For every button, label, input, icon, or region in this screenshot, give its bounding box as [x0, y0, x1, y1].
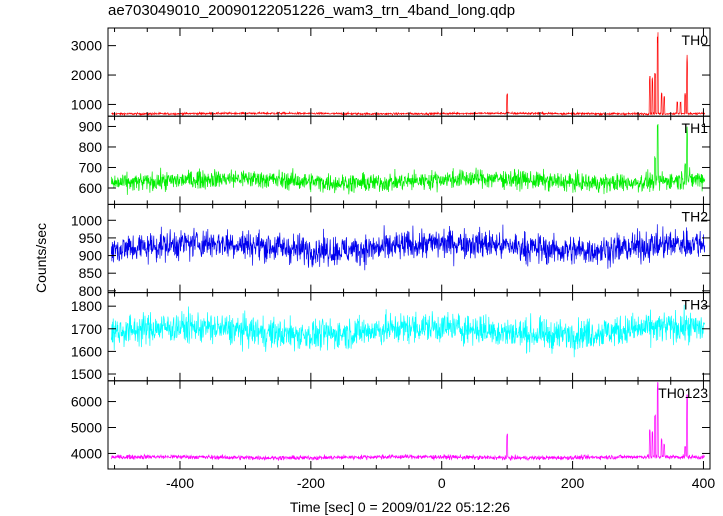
y-tick-label: 850 — [79, 265, 103, 281]
y-tick-label: 1000 — [71, 212, 102, 228]
x-axis-title: Time [sec] 0 = 2009/01/22 05:12:26 — [290, 499, 510, 515]
y-tick-label: 700 — [79, 159, 103, 175]
y-tick-label: 6000 — [71, 394, 102, 410]
y-tick-label: 5000 — [71, 419, 102, 435]
x-tick-label: -200 — [297, 475, 325, 491]
panel-label: TH1 — [682, 120, 709, 136]
y-tick-label: 950 — [79, 230, 103, 246]
y-tick-label: 1000 — [71, 96, 102, 112]
y-tick-label: 800 — [79, 283, 103, 299]
panel-th3: 1500 1600 1700 1800 TH3 — [71, 292, 711, 382]
panel-frame — [107, 27, 711, 117]
panel-th0: 1000 2000 3000 TH0 — [71, 27, 711, 117]
panel-label: TH2 — [682, 208, 709, 224]
panel-th0123: 4000 5000 6000 TH0123 — [71, 380, 711, 470]
y-tick-label: 600 — [79, 180, 103, 196]
chart-title: ae703049010_20090122051226_wam3_trn_4ban… — [108, 2, 516, 19]
y-axis-title: Counts/sec — [33, 223, 49, 293]
x-tick-label: 0 — [438, 475, 446, 491]
panel-th1: 600 700 800 900 TH1 — [79, 115, 711, 205]
y-tick-label: 4000 — [71, 445, 102, 461]
x-tick-label: 200 — [561, 475, 585, 491]
y-tick-label: 1800 — [71, 298, 102, 314]
y-tick-label: 1500 — [71, 366, 102, 382]
panel-frame — [107, 115, 711, 205]
panel-label: TH0123 — [658, 385, 708, 401]
series-line-th0 — [111, 32, 706, 117]
y-tick-label: 1600 — [71, 343, 102, 359]
panel-label: TH3 — [682, 297, 709, 313]
y-tick-label: 900 — [79, 248, 103, 264]
y-tick-label: 3000 — [71, 38, 102, 54]
series-line-th3 — [110, 304, 706, 358]
series-line-th0123 — [110, 381, 706, 462]
y-tick-label: 2000 — [71, 67, 102, 83]
x-tick-label: 400 — [692, 475, 716, 491]
y-tick-label: 1700 — [71, 321, 102, 337]
panel-label: TH0 — [682, 32, 709, 48]
y-tick-label: 800 — [79, 139, 103, 155]
y-tick-label: 900 — [79, 118, 103, 134]
series-line-th1 — [110, 123, 706, 195]
x-tick-label: -400 — [166, 475, 194, 491]
series-line-th2 — [110, 224, 706, 271]
